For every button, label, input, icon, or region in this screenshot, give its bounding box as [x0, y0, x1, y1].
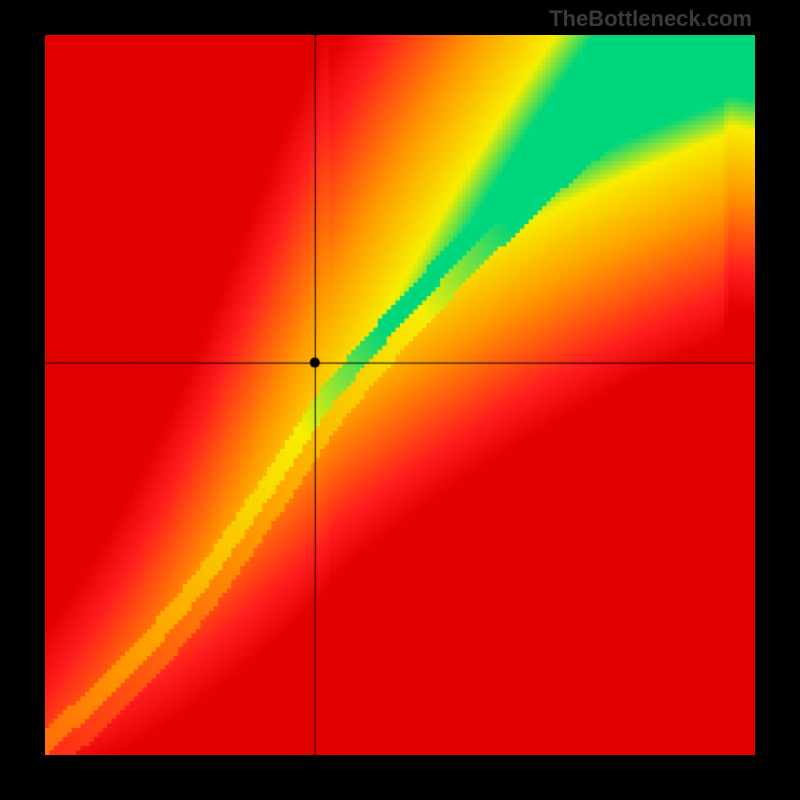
plot-area	[45, 35, 755, 755]
watermark-text: TheBottleneck.com	[549, 6, 752, 32]
heatmap-canvas	[45, 35, 755, 755]
outer-frame: TheBottleneck.com	[0, 0, 800, 800]
